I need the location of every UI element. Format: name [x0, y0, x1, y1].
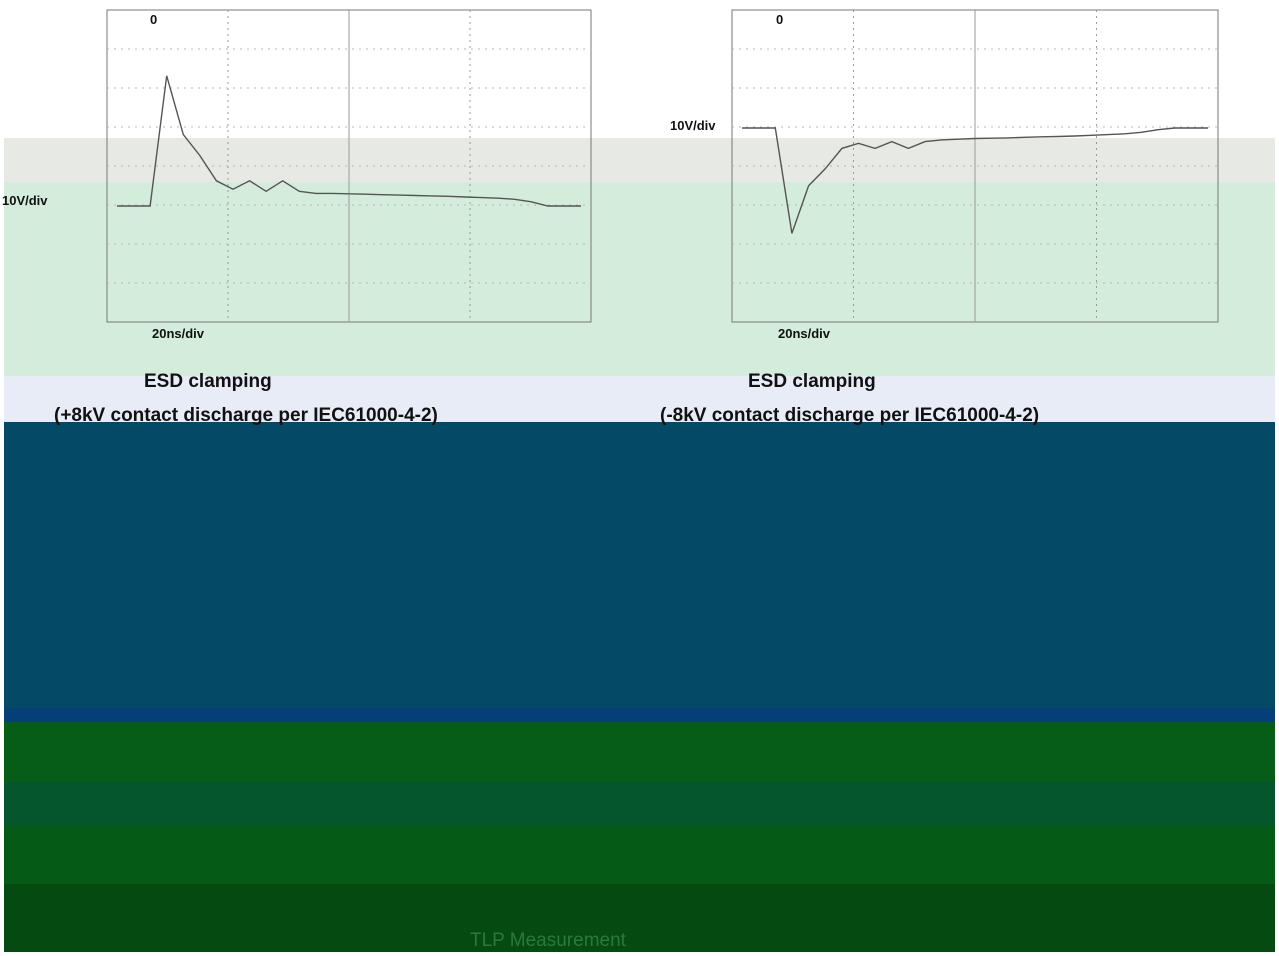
green-band-2	[4, 782, 1275, 826]
left-xlabel: 20ns/div	[152, 326, 205, 341]
left-ylabel: 10V/div	[2, 193, 48, 208]
right-chart-title: ESD clamping	[748, 371, 876, 392]
teal-band	[4, 422, 1275, 722]
right-xlabel: 20ns/div	[778, 326, 831, 341]
right-marker-label: 0	[776, 12, 784, 27]
left-chart-subtitle: (+8kV contact discharge per IEC61000-4-2…	[54, 405, 438, 426]
left-trace-line	[117, 75, 581, 207]
green-band-4	[4, 884, 1275, 952]
right-chart-subtitle: (-8kV contact discharge per IEC61000-4-2…	[660, 405, 1040, 426]
right-trace-line	[742, 127, 1208, 234]
left-chart-title: ESD clamping	[144, 371, 272, 392]
left-marker-label: 0	[150, 12, 158, 27]
footer-caption: TLP Measurement	[470, 930, 626, 951]
grey-band	[4, 138, 1275, 182]
right-ylabel: 10V/div	[670, 118, 716, 133]
navy-strip	[4, 708, 1275, 722]
lavender-band	[4, 376, 1275, 422]
green-band-3	[4, 826, 1275, 884]
green-band-1	[4, 722, 1275, 782]
